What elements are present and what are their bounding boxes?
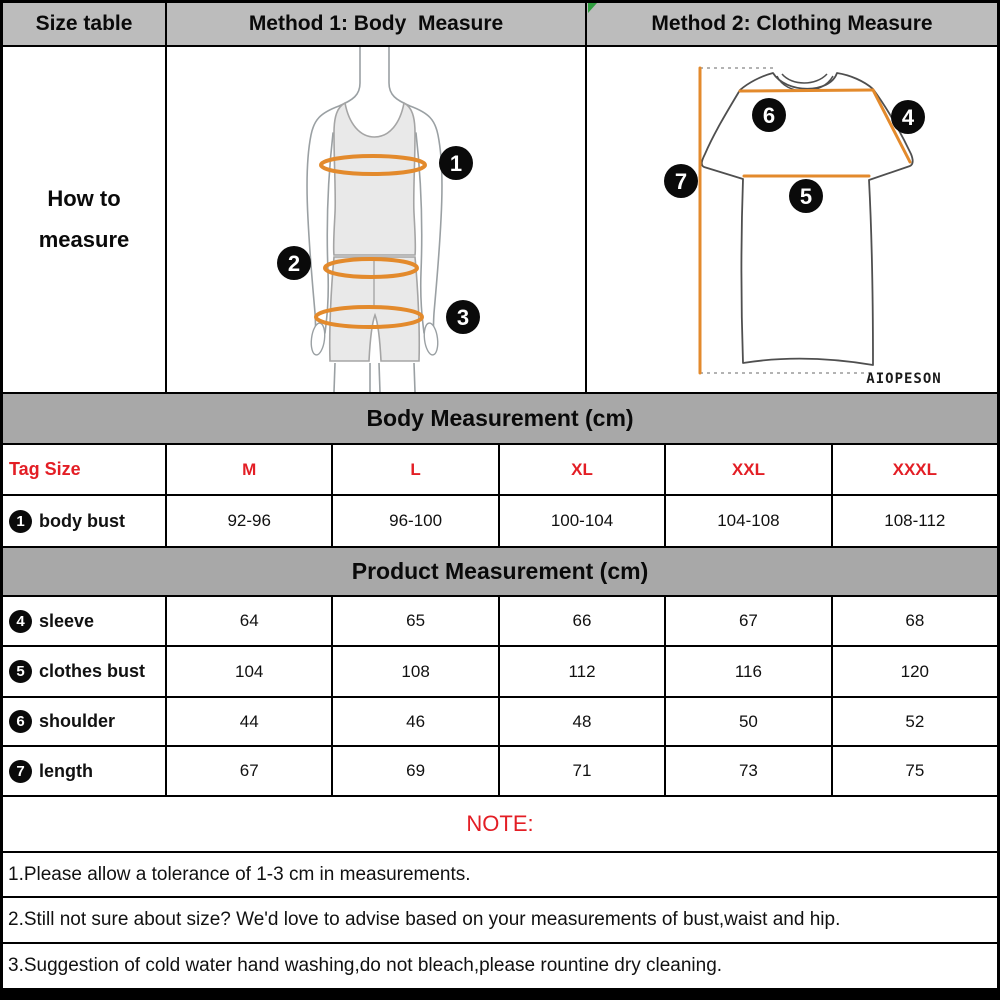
shoulder-l: 46 <box>333 698 500 745</box>
circled-6-icon: 6 <box>9 710 32 733</box>
body-marker-1: 1 <box>439 146 473 180</box>
svg-text:3: 3 <box>457 305 469 330</box>
green-corner-artifact <box>588 3 597 13</box>
size-table-title: Size table <box>3 3 167 45</box>
clothing-measure-figure: 6 4 5 7 AIOPESON <box>587 47 997 392</box>
clothes-bust-m: 104 <box>167 647 334 696</box>
svg-text:5: 5 <box>800 184 812 209</box>
size-col-xl: XL <box>499 445 667 494</box>
brand-text: AIOPESON <box>866 371 941 387</box>
waist-measure-ellipse <box>323 257 419 279</box>
clothes-bust-l: 108 <box>333 647 500 696</box>
circled-7-icon: 7 <box>9 759 32 783</box>
tshirt-shape <box>700 72 914 366</box>
bust-measure-ellipse <box>319 154 427 176</box>
size-col-m: M <box>167 445 334 494</box>
method1-title: Method 1: Body Measure <box>167 3 587 45</box>
clothing-marker-4: 4 <box>891 100 925 134</box>
body-bust-xl: 100-104 <box>499 496 667 546</box>
sleeve-xxxl: 68 <box>832 597 997 645</box>
figures-row: How to measure <box>3 47 997 394</box>
sleeve-m: 64 <box>167 597 334 645</box>
circled-5-icon: 5 <box>9 660 32 683</box>
shoulder-xxxl: 52 <box>832 698 997 745</box>
note-title: NOTE: <box>3 797 997 853</box>
circled-1-icon: 1 <box>9 509 32 533</box>
svg-text:1: 1 <box>450 151 462 176</box>
body-bust-row: 1 body bust 92-96 96-100 100-104 104-108… <box>3 496 997 548</box>
header-row: Size table Method 1: Body Measure Method… <box>3 3 997 47</box>
clothes-bust-xl: 112 <box>499 647 667 696</box>
svg-text:7: 7 <box>675 169 687 194</box>
clothes-bust-row: 5 clothes bust 104 108 112 116 120 <box>3 647 997 698</box>
body-marker-3: 3 <box>446 300 480 334</box>
circled-4-icon: 4 <box>9 609 32 633</box>
product-measurement-title: Product Measurement (cm) <box>3 548 997 597</box>
size-header-row: Tag Size M L XL XXL XXXL <box>3 445 997 496</box>
length-m: 67 <box>167 747 334 795</box>
body-measure-figure: 1 2 3 <box>167 47 587 392</box>
clothes-bust-xxl: 116 <box>666 647 833 696</box>
clothing-marker-5: 5 <box>789 179 823 213</box>
how-to-measure-label: How to measure <box>3 47 167 392</box>
tank-top-shape <box>332 101 417 256</box>
shoulder-label: 6 shoulder <box>3 698 167 745</box>
sleeve-xl: 66 <box>499 597 667 645</box>
hip-measure-ellipse <box>314 305 424 329</box>
length-l: 69 <box>333 747 500 795</box>
clothes-bust-label: 5 clothes bust <box>3 647 167 696</box>
body-bust-label: 1 body bust <box>3 496 167 546</box>
body-bust-l: 96-100 <box>333 496 500 546</box>
sleeve-row: 4 sleeve 64 65 66 67 68 <box>3 597 997 647</box>
svg-text:4: 4 <box>902 105 915 130</box>
svg-text:2: 2 <box>288 251 300 276</box>
sleeve-xxl: 67 <box>666 597 833 645</box>
how-to-line2: measure <box>38 226 130 252</box>
tshirt-illustration: 6 4 5 7 AIOPESON <box>664 66 941 387</box>
how-to-line1: How to <box>47 185 121 211</box>
size-col-xxxl: XXXL <box>832 445 997 494</box>
size-col-l: L <box>333 445 500 494</box>
clothes-bust-xxxl: 120 <box>832 647 997 696</box>
clothing-marker-6: 6 <box>752 98 786 132</box>
sleeve-l: 65 <box>333 597 500 645</box>
bottom-border-bar <box>3 990 997 1000</box>
body-bust-xxl: 104-108 <box>666 496 833 546</box>
shoulder-m: 44 <box>167 698 334 745</box>
body-marker-2: 2 <box>277 246 311 280</box>
shoulder-xl: 48 <box>499 698 667 745</box>
shoulder-xxl: 50 <box>666 698 833 745</box>
sleeve-measure-line <box>871 88 912 164</box>
body-figure-illustration: 1 2 3 <box>277 47 480 392</box>
body-measurement-title: Body Measurement (cm) <box>3 394 997 445</box>
clothing-marker-7: 7 <box>664 164 698 198</box>
length-row: 7 length 67 69 71 73 75 <box>3 747 997 797</box>
note-item-1: 1.Please allow a tolerance of 1-3 cm in … <box>3 853 997 898</box>
svg-text:6: 6 <box>763 103 775 128</box>
size-col-xxl: XXL <box>666 445 833 494</box>
length-xl: 71 <box>499 747 667 795</box>
length-xxxl: 75 <box>832 747 997 795</box>
body-bust-m: 92-96 <box>167 496 334 546</box>
note-item-3: 3.Suggestion of cold water hand washing,… <box>3 944 997 990</box>
note-item-2: 2.Still not sure about size? We'd love t… <box>3 898 997 944</box>
tag-size-label: Tag Size <box>3 445 167 494</box>
method2-title: Method 2: Clothing Measure <box>651 12 933 35</box>
body-bust-xxxl: 108-112 <box>832 496 997 546</box>
sleeve-label: 4 sleeve <box>3 597 167 645</box>
shoulder-row: 6 shoulder 44 46 48 50 52 <box>3 698 997 747</box>
shoulder-measure-line <box>738 88 875 93</box>
length-xxl: 73 <box>666 747 833 795</box>
length-label: 7 length <box>3 747 167 795</box>
